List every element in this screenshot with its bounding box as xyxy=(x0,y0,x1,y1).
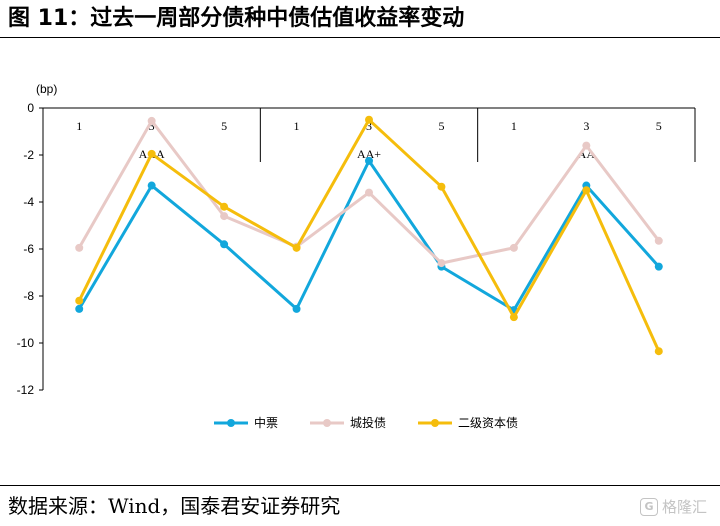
chart-series xyxy=(75,115,663,356)
data-point xyxy=(220,202,229,211)
x-tick-label: 1 xyxy=(294,119,300,133)
y-tick-label: 0 xyxy=(27,101,34,115)
data-point xyxy=(147,149,156,158)
y-tick-label: -12 xyxy=(17,383,35,397)
y-tick-label: -6 xyxy=(23,242,34,256)
data-point xyxy=(75,296,84,305)
series-line xyxy=(77,159,660,312)
data-point xyxy=(147,181,156,190)
data-point xyxy=(75,304,84,313)
y-tick-label: -8 xyxy=(23,289,34,303)
x-tick-label: 1 xyxy=(511,119,517,133)
legend-marker xyxy=(323,419,331,427)
source-divider xyxy=(0,485,720,486)
x-tick-label: 5 xyxy=(438,119,444,133)
legend-label: 中票 xyxy=(254,415,278,430)
y-tick-label: -4 xyxy=(23,195,34,209)
x-tick-label: 5 xyxy=(221,119,227,133)
data-point xyxy=(365,156,373,165)
y-axis-unit-label: (bp) xyxy=(36,82,57,96)
watermark-text: 格隆汇 xyxy=(662,498,708,516)
title-divider xyxy=(0,37,720,38)
legend-marker xyxy=(431,419,439,427)
source-note: 数据来源：Wind，国泰君安证券研究 xyxy=(8,494,341,518)
data-point xyxy=(365,188,373,197)
data-point xyxy=(654,347,663,356)
chart-legend: 中票 城投债 二级资本债 xyxy=(214,415,518,430)
x-tick-label: 3 xyxy=(149,119,155,133)
data-point xyxy=(220,212,229,221)
x-tick-label: 3 xyxy=(583,119,589,133)
data-point xyxy=(509,313,518,322)
legend-marker xyxy=(227,419,235,427)
data-point xyxy=(75,243,84,252)
figure-title: 图 11：过去一周部分债种中债估值收益率变动 xyxy=(8,6,465,31)
x-tick-label: 1 xyxy=(76,119,82,133)
data-point xyxy=(437,182,446,191)
data-point xyxy=(292,304,301,313)
data-point xyxy=(582,186,591,195)
y-tick-label: -10 xyxy=(17,336,35,350)
y-tick-label: -2 xyxy=(23,148,34,162)
line-chart: 0-2-4-6-8-10-12(bp)135135135AAAAA+AA 中票城… xyxy=(17,82,696,430)
data-point xyxy=(654,236,663,245)
data-point xyxy=(365,115,373,124)
legend-label: 城投债 xyxy=(350,415,386,430)
data-point xyxy=(437,259,446,268)
x-tick-label: 5 xyxy=(656,119,662,133)
x-group-label: AA+ xyxy=(357,147,381,161)
data-point xyxy=(147,116,156,125)
watermark-logo-icon: G xyxy=(640,498,658,516)
x-tick-label: 3 xyxy=(366,119,372,133)
data-point xyxy=(509,243,518,252)
data-point xyxy=(654,262,663,271)
data-point xyxy=(582,141,591,150)
data-point xyxy=(220,240,229,249)
legend-label: 二级资本债 xyxy=(458,416,518,430)
watermark: G 格隆汇 xyxy=(640,497,707,517)
data-point xyxy=(292,243,301,252)
